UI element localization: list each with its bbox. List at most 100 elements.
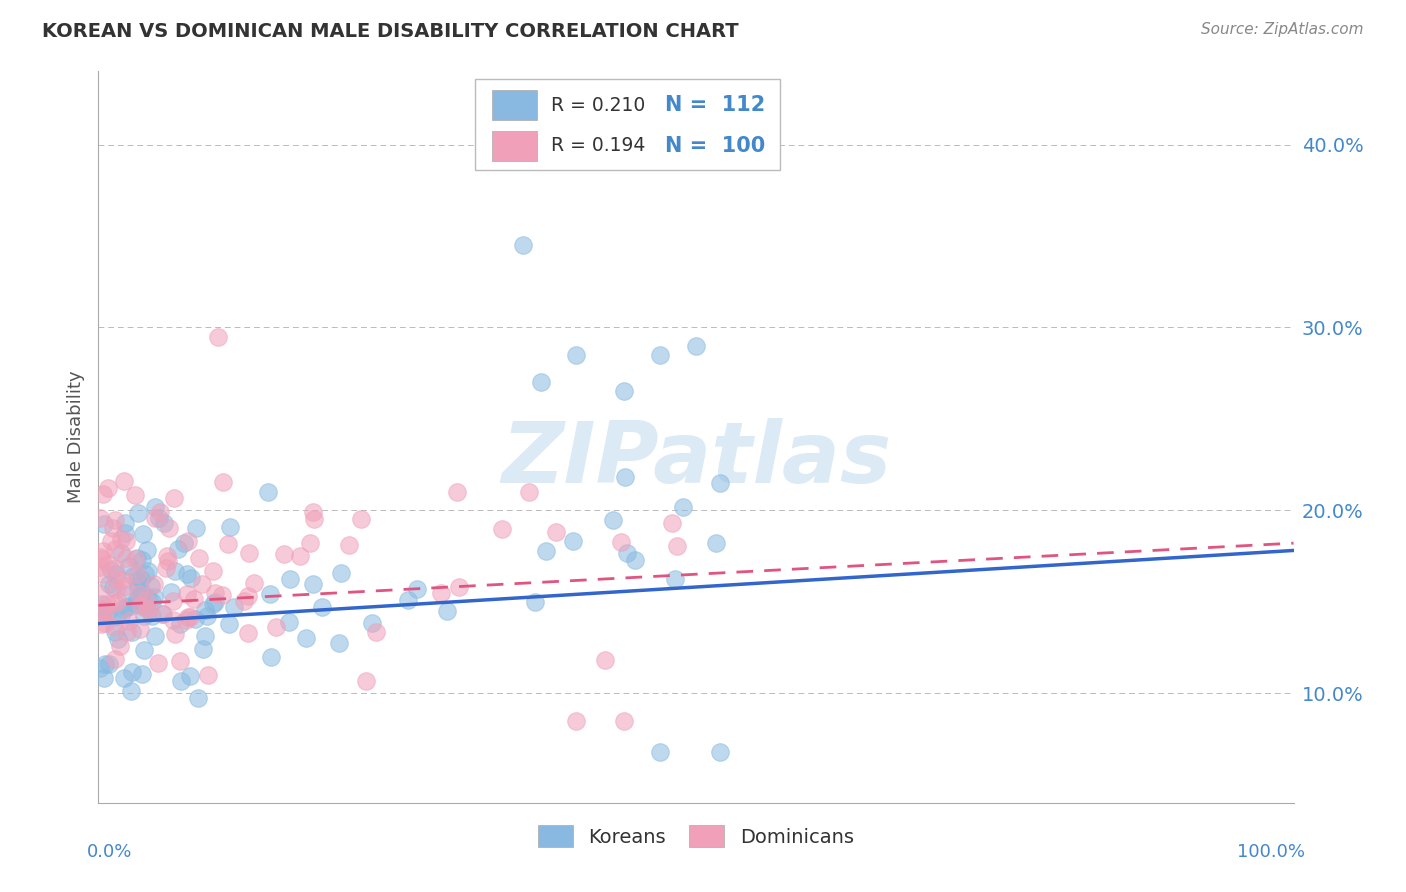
Point xyxy=(177,610,200,624)
Point xyxy=(135,542,157,557)
Point xyxy=(302,505,325,519)
Point xyxy=(197,668,219,682)
Point xyxy=(260,650,283,665)
Point xyxy=(236,625,259,640)
Point xyxy=(118,615,141,629)
Point xyxy=(100,533,122,548)
Point xyxy=(204,595,226,609)
Point xyxy=(131,667,153,681)
Point xyxy=(89,549,111,564)
Point xyxy=(127,566,149,581)
Point xyxy=(163,491,186,506)
Point xyxy=(148,511,170,525)
Point xyxy=(194,603,217,617)
Point xyxy=(89,559,111,574)
Point xyxy=(89,511,111,525)
Point xyxy=(616,546,638,560)
Point xyxy=(593,653,616,667)
Point xyxy=(195,609,218,624)
Point xyxy=(127,580,149,594)
Point xyxy=(93,516,115,531)
Point xyxy=(141,595,163,609)
Point xyxy=(356,674,378,689)
Text: ZIPatlas: ZIPatlas xyxy=(501,417,891,500)
Point xyxy=(664,572,686,586)
Point xyxy=(104,651,127,665)
Point xyxy=(648,348,672,362)
Point xyxy=(613,384,636,399)
Point xyxy=(125,591,148,606)
Point xyxy=(706,536,728,550)
Point xyxy=(141,608,163,623)
Point xyxy=(104,625,127,640)
Point xyxy=(89,661,111,675)
FancyBboxPatch shape xyxy=(492,90,537,120)
Point xyxy=(364,625,387,640)
Point xyxy=(179,610,201,624)
Point xyxy=(219,520,242,534)
Point xyxy=(91,551,114,566)
Point xyxy=(243,575,266,590)
Point xyxy=(217,537,239,551)
Point xyxy=(132,526,155,541)
Point xyxy=(166,542,188,557)
Point xyxy=(150,607,173,621)
Point xyxy=(125,574,148,588)
Point xyxy=(170,674,193,689)
Point xyxy=(114,526,136,541)
Point xyxy=(145,500,167,514)
Point xyxy=(100,563,122,577)
Point xyxy=(91,487,114,501)
Point xyxy=(159,521,181,535)
Point xyxy=(134,566,156,581)
Point xyxy=(105,609,128,624)
Point xyxy=(184,612,207,626)
Point xyxy=(257,485,280,500)
Point xyxy=(107,632,129,646)
Text: Source: ZipAtlas.com: Source: ZipAtlas.com xyxy=(1201,22,1364,37)
Point xyxy=(277,615,299,629)
Point xyxy=(149,505,172,519)
Point xyxy=(103,620,125,634)
Point xyxy=(396,593,419,607)
Point xyxy=(156,554,179,568)
Point xyxy=(179,669,201,683)
Point xyxy=(329,566,352,580)
Point xyxy=(105,572,128,586)
Point xyxy=(96,597,118,611)
Point xyxy=(110,532,132,546)
Point xyxy=(135,600,157,615)
Point xyxy=(218,616,240,631)
Point xyxy=(163,626,186,640)
FancyBboxPatch shape xyxy=(492,130,537,161)
Point xyxy=(298,535,321,549)
Point xyxy=(124,488,146,502)
Point xyxy=(709,475,731,490)
Point xyxy=(176,587,198,601)
Point xyxy=(602,513,624,527)
Point xyxy=(204,586,226,600)
Point xyxy=(530,375,553,389)
Point xyxy=(512,238,534,252)
Point xyxy=(238,589,260,603)
Point xyxy=(169,654,191,668)
Point xyxy=(544,525,567,540)
Point xyxy=(91,567,114,582)
Legend: Koreans, Dominicans: Koreans, Dominicans xyxy=(530,817,862,855)
Point xyxy=(562,533,585,548)
Point xyxy=(125,597,148,611)
Point xyxy=(685,339,707,353)
Point xyxy=(153,516,176,530)
Point xyxy=(111,573,134,587)
Point xyxy=(107,593,129,607)
Point xyxy=(91,602,114,616)
Point xyxy=(173,535,195,549)
Point xyxy=(101,521,124,535)
Point xyxy=(159,585,181,599)
Point xyxy=(110,546,132,560)
Point xyxy=(337,538,360,552)
Point xyxy=(266,619,288,633)
Point xyxy=(648,745,672,759)
Point xyxy=(446,485,468,500)
Point xyxy=(406,582,429,596)
